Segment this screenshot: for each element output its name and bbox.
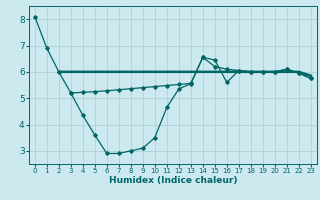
X-axis label: Humidex (Indice chaleur): Humidex (Indice chaleur): [108, 176, 237, 185]
